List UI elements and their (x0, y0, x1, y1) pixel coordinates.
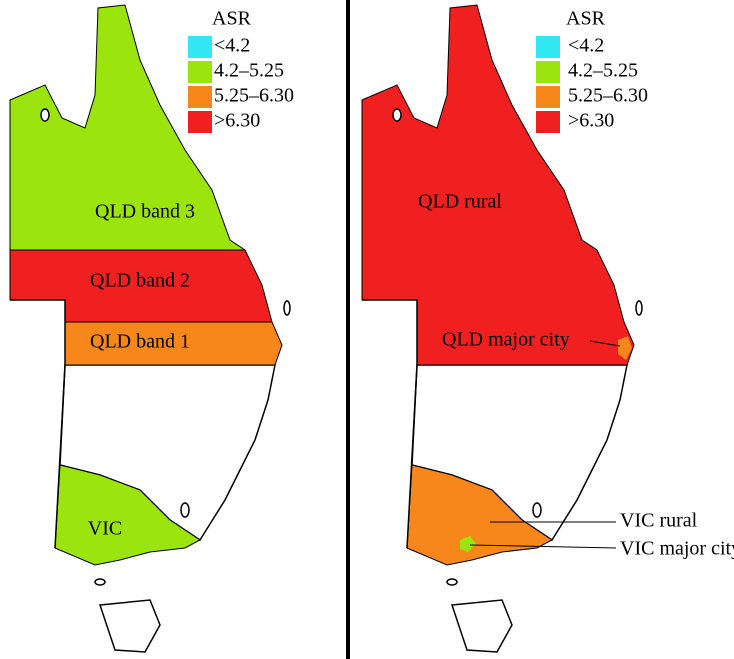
tasmania (98, 599, 161, 653)
legend-label: <4.2 (214, 35, 250, 57)
legend-swatch (536, 111, 560, 133)
legend-swatch (536, 36, 560, 58)
legend-swatch (188, 86, 212, 108)
island (283, 300, 291, 316)
legend-label: >6.30 (214, 110, 260, 132)
tasmania (450, 599, 513, 653)
island (532, 502, 542, 518)
legend-title: ASR (212, 8, 252, 30)
island (392, 108, 402, 122)
legend-label: <4.2 (568, 35, 604, 57)
region-label: VIC (88, 518, 122, 540)
legend-label: 4.2–5.25 (214, 60, 284, 82)
legend-label: 4.2–5.25 (568, 60, 638, 82)
region (9, 4, 247, 251)
island (180, 502, 190, 518)
legend-label: 5.25–6.30 (568, 85, 648, 107)
legend-label: >6.30 (568, 110, 614, 132)
region-label: QLD band 3 (95, 201, 195, 223)
region-label: QLD band 1 (90, 331, 190, 353)
region (406, 464, 553, 566)
region (618, 336, 632, 360)
leader-line (469, 544, 617, 549)
legend-swatch (188, 111, 212, 133)
island (94, 578, 106, 586)
island (40, 108, 50, 122)
region-label: QLD major city (442, 329, 570, 351)
legend-title: ASR (566, 8, 606, 30)
state-border (362, 299, 418, 549)
map-panel: QLD rural QLD major city VIC rural VIC majo… (361, 4, 734, 653)
leader-line (589, 340, 621, 347)
region (460, 536, 476, 552)
legend-swatch (188, 36, 212, 58)
legend-swatch (536, 61, 560, 83)
region-label: QLD rural (418, 191, 502, 213)
region (361, 4, 635, 366)
region-label: VIC major city (620, 538, 734, 560)
island (635, 300, 643, 316)
legend-swatch (188, 61, 212, 83)
divider (346, 0, 350, 659)
legend-swatch (536, 86, 560, 108)
region-label: VIC rural (620, 510, 698, 532)
state-border (10, 299, 66, 549)
legend-label: 5.25–6.30 (214, 85, 294, 107)
region (54, 464, 201, 566)
map-panel: QLD band 3 QLD band 2 QLD band 1 VIC ASR <4.2… (9, 4, 294, 653)
island (446, 578, 458, 586)
region-label: QLD band 2 (90, 270, 190, 292)
